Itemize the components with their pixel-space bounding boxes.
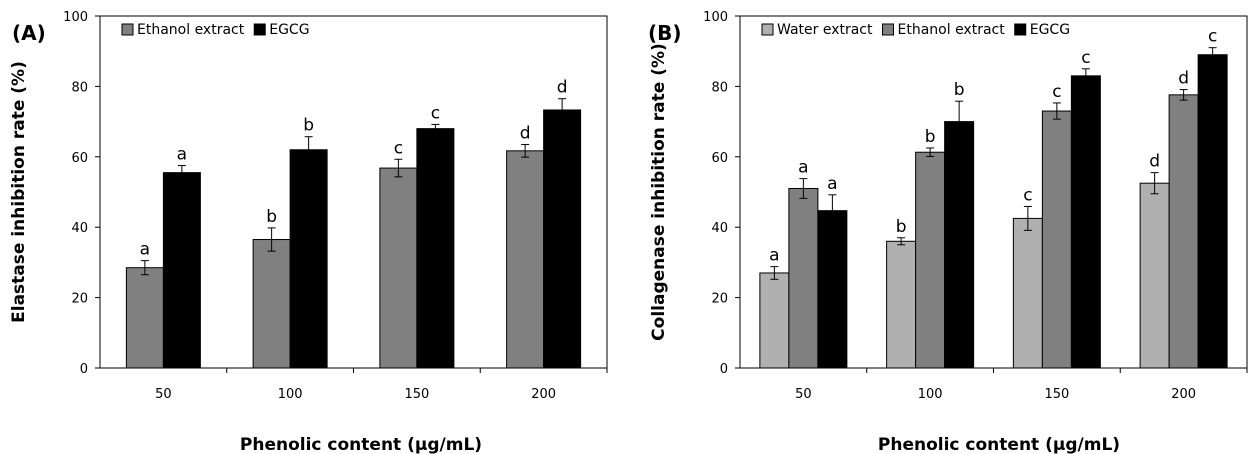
x-tick-label: 100 [278, 387, 303, 402]
y-tick-label: 80 [711, 80, 728, 95]
bar [289, 149, 328, 369]
x-axis-label: Phenolic content (μg/mL) [240, 435, 482, 454]
bar [1012, 217, 1043, 369]
x-tick-label: 100 [918, 387, 943, 402]
x-axis-label: Phenolic content (μg/mL) [878, 435, 1120, 454]
bar [379, 167, 418, 369]
legend-entry: EGCG [1030, 22, 1070, 38]
y-tick-label: 40 [711, 221, 728, 236]
bar [944, 121, 975, 369]
legend-swatch [121, 23, 134, 36]
significance-letter: d [1178, 69, 1189, 89]
x-tick-label: 150 [404, 387, 429, 402]
x-tick-label: 200 [531, 387, 556, 402]
bar [915, 151, 946, 369]
legend-entry: Ethanol extract [898, 22, 1006, 38]
y-tick-label: 80 [71, 80, 88, 95]
x-tick-label: 50 [795, 387, 812, 402]
significance-letter: b [303, 116, 314, 136]
significance-letter: c [1052, 82, 1061, 102]
legend-swatch [882, 23, 894, 36]
bar [759, 272, 790, 369]
bar [506, 150, 545, 369]
significance-letter: a [140, 240, 150, 260]
y-axis-label: Collagenase inhibition rate (%) [649, 43, 669, 341]
y-tick-label: 20 [711, 292, 728, 307]
significance-letter: b [954, 80, 965, 100]
significance-letter: c [1208, 27, 1217, 47]
panel-label: (A) [12, 21, 46, 45]
legend-swatch [761, 23, 774, 36]
chart-panel-a: 0 20 40 60 80 100 50 a a 100 b b 150 c c 200 d d (A) Elasta… [9, 10, 608, 454]
y-tick-label: 40 [71, 221, 88, 236]
y-tick-label: 20 [71, 292, 88, 307]
y-tick-label: 0 [720, 362, 728, 377]
y-tick-label: 0 [80, 362, 88, 377]
significance-letter: a [769, 246, 779, 266]
significance-letter: c [394, 138, 403, 158]
y-tick-label: 60 [711, 151, 728, 166]
legend-swatch [1014, 23, 1027, 36]
bar [1197, 54, 1228, 369]
bar [252, 239, 291, 369]
x-tick-label: 200 [1171, 387, 1196, 402]
x-tick-label: 150 [1044, 387, 1069, 402]
significance-letter: a [798, 158, 808, 178]
significance-letter: c [1023, 185, 1032, 205]
y-axis-label: Elastase inhibition rate (%) [9, 61, 29, 323]
bar [125, 267, 164, 369]
y-tick-label: 60 [71, 151, 88, 166]
significance-letter: b [896, 217, 907, 237]
significance-letter: d [1149, 152, 1160, 172]
legend-entry: Water extract [777, 22, 873, 38]
bar [788, 187, 819, 369]
bar [817, 210, 848, 369]
bar [1041, 110, 1072, 369]
y-tick-label: 100 [63, 10, 88, 25]
significance-letter: c [431, 103, 440, 123]
y-tick-label: 100 [703, 10, 728, 25]
bar [416, 128, 455, 369]
legend-swatch [253, 23, 266, 36]
x-tick-label: 50 [155, 387, 172, 402]
bar [162, 172, 201, 369]
chart-panel-b: 02040608010050aaa100bbb150ccc200ddc(B)Co… [648, 10, 1248, 454]
bar [1070, 75, 1101, 369]
significance-letter: d [520, 123, 531, 143]
legend-entry: Ethanol extract [137, 22, 245, 38]
significance-letter: a [827, 174, 837, 194]
bar [1139, 182, 1170, 369]
bar [886, 240, 917, 369]
significance-letter: c [1081, 48, 1090, 68]
significance-letter: a [177, 145, 187, 165]
significance-letter: b [266, 207, 277, 227]
significance-letter: b [925, 127, 936, 147]
significance-letter: d [557, 78, 568, 98]
panel-label: (B) [648, 21, 682, 45]
bar [543, 109, 582, 369]
legend-entry: EGCG [269, 22, 309, 38]
bar [1168, 94, 1199, 369]
